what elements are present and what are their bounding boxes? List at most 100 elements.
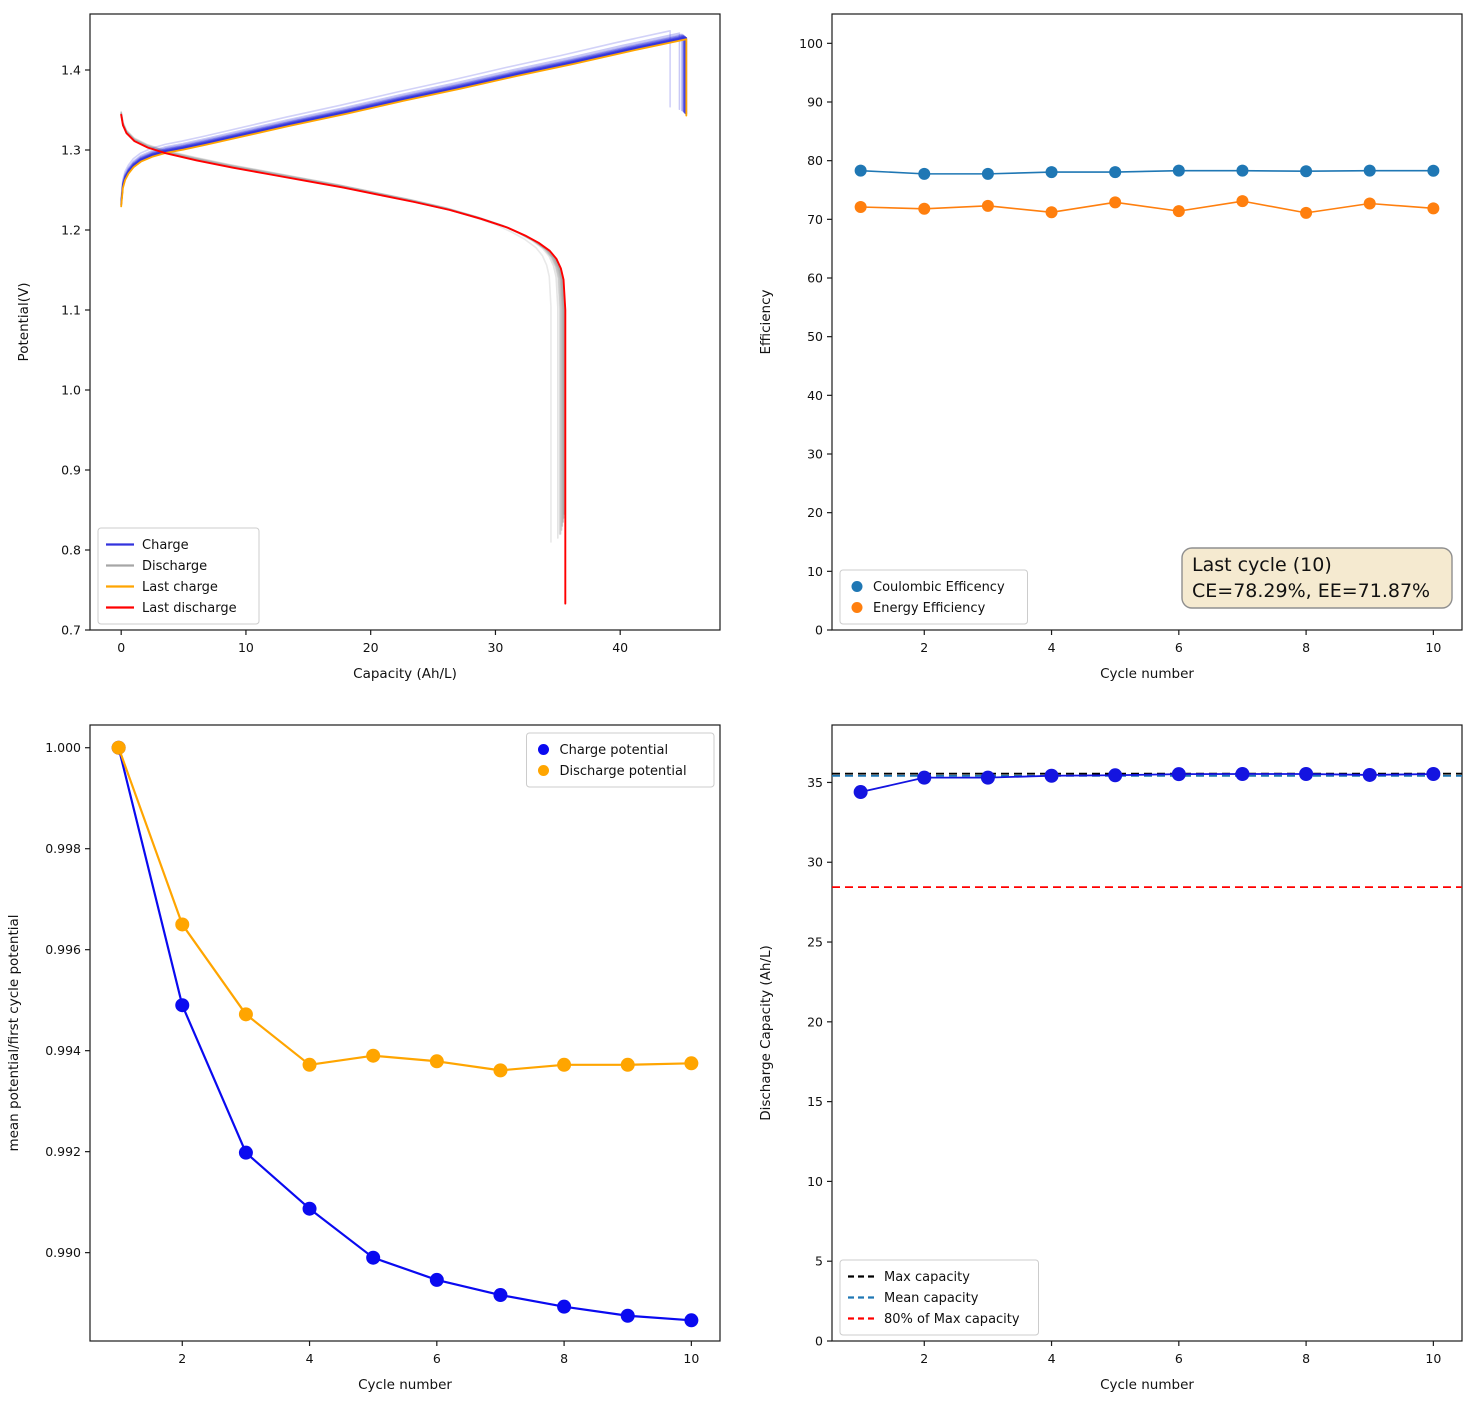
y-tick-label: 35 bbox=[807, 775, 823, 790]
x-tick-label: 6 bbox=[1175, 640, 1183, 655]
data-point bbox=[620, 1308, 635, 1323]
x-tick-label: 6 bbox=[1175, 1351, 1183, 1366]
y-tick-label: 30 bbox=[807, 855, 823, 870]
x-tick-label: 4 bbox=[1048, 1351, 1056, 1366]
data-point bbox=[1108, 768, 1123, 783]
y-tick-label: 40 bbox=[807, 388, 823, 403]
y-tick-label: 0 bbox=[815, 623, 823, 638]
y-tick-label: 1.3 bbox=[61, 143, 81, 158]
data-point bbox=[1300, 206, 1313, 219]
y-tick-label: 30 bbox=[807, 447, 823, 462]
y-axis-ticks: 0 10 20 30 40 50 60 70 80 90 100 bbox=[799, 36, 832, 638]
data-point bbox=[175, 998, 190, 1013]
y-tick-label: 0.990 bbox=[45, 1245, 81, 1260]
last-discharge-line bbox=[120, 113, 567, 605]
data-point bbox=[1426, 766, 1441, 781]
chart-discharge-capacity: 2 4 6 8 10 0 5 10 15 20 25 30 35 Cycle number Discharg… bbox=[758, 724, 1463, 1393]
series-line bbox=[117, 746, 693, 1322]
data-point bbox=[175, 917, 190, 932]
x-tick-label: 10 bbox=[683, 1351, 699, 1366]
annotation-box bbox=[1181, 547, 1453, 609]
data-point bbox=[1045, 166, 1058, 179]
discharge-cycle-line bbox=[120, 113, 565, 519]
discharge-cycle-line bbox=[120, 110, 552, 543]
series-markers bbox=[853, 766, 1441, 800]
annotation-text-line: Last cycle (10) bbox=[1192, 554, 1332, 576]
data-point bbox=[366, 1250, 381, 1265]
y-axis-ticks: 0 5 10 15 20 25 30 35 bbox=[807, 775, 832, 1349]
x-tick-label: 10 bbox=[238, 640, 254, 655]
data-point bbox=[1236, 195, 1249, 208]
y-tick-label: 5 bbox=[815, 1254, 823, 1269]
discharge-cycle-line bbox=[120, 113, 565, 515]
x-tick-label: 8 bbox=[1302, 640, 1310, 655]
y-axis-label: Potential(V) bbox=[16, 283, 32, 362]
series-line bbox=[117, 746, 693, 1072]
legend-marker-swatch bbox=[538, 765, 549, 776]
y-tick-label: 0.998 bbox=[45, 841, 81, 856]
x-tick-label: 20 bbox=[363, 640, 379, 655]
y-tick-label: 0 bbox=[815, 1334, 823, 1349]
y-tick-label: 1.2 bbox=[61, 223, 81, 238]
legend-label: Last charge bbox=[142, 580, 218, 595]
series-markers bbox=[111, 740, 699, 1078]
data-point bbox=[1171, 767, 1186, 782]
y-tick-label: 80 bbox=[807, 153, 823, 168]
charge-cycle-line bbox=[120, 35, 685, 204]
y-axis-label: Efficiency bbox=[758, 289, 774, 354]
x-tick-label: 40 bbox=[612, 640, 628, 655]
plot-efficiency-vs-cycle: 2 4 6 8 10 0 10 20 30 40 50 60 70 80 90 100 Cycle number… bbox=[742, 0, 1484, 711]
axes-frame bbox=[831, 724, 1463, 1342]
x-tick-label: 10 bbox=[1425, 640, 1441, 655]
data-point bbox=[684, 1056, 699, 1071]
data-point bbox=[1236, 164, 1249, 177]
charge-cycle-line bbox=[120, 36, 686, 205]
charge-cycle-line bbox=[120, 29, 671, 199]
y-tick-label: 10 bbox=[807, 1174, 823, 1189]
data-point bbox=[1044, 768, 1059, 783]
data-point bbox=[980, 770, 995, 785]
data-point bbox=[1362, 767, 1377, 782]
data-point bbox=[918, 202, 931, 215]
x-tick-label: 2 bbox=[920, 640, 928, 655]
data-point bbox=[302, 1201, 317, 1216]
discharge-cycle-line bbox=[120, 112, 563, 531]
data-point bbox=[366, 1048, 381, 1063]
legend-box bbox=[839, 1259, 1039, 1336]
last-cycle-annotation: Last cycle (10) CE=78.29%, EE=71.87% bbox=[1181, 547, 1453, 609]
data-point bbox=[1427, 164, 1440, 177]
axes-frame bbox=[89, 724, 721, 1342]
data-point bbox=[918, 167, 931, 180]
legend-marker-swatch bbox=[851, 602, 863, 613]
legend-label: 80% of Max capacity bbox=[884, 1312, 1020, 1327]
y-tick-label: 90 bbox=[807, 95, 823, 110]
legend-marker-swatch bbox=[538, 744, 549, 755]
y-tick-label: 15 bbox=[807, 1094, 823, 1109]
data-point bbox=[302, 1057, 317, 1072]
legend-box bbox=[839, 569, 1028, 625]
last-charge-line bbox=[120, 38, 688, 208]
legend-label: Charge potential bbox=[560, 743, 669, 758]
x-tick-label: 4 bbox=[306, 1351, 314, 1366]
data-point bbox=[1299, 766, 1314, 781]
series-markers bbox=[854, 195, 1440, 219]
legend-marker-swatch bbox=[851, 581, 863, 592]
series-markers bbox=[111, 740, 699, 1328]
axes-frame bbox=[89, 13, 721, 631]
x-axis-label: Cycle number bbox=[358, 1377, 452, 1393]
data-point bbox=[1172, 205, 1185, 218]
charge-cycle-line bbox=[120, 34, 685, 204]
data-point bbox=[981, 199, 994, 212]
y-tick-label: 20 bbox=[807, 1014, 823, 1029]
legend-label: Max capacity bbox=[884, 1270, 970, 1285]
data-point bbox=[853, 785, 868, 800]
legend-box bbox=[97, 527, 260, 625]
plot-mean-potential-ratio: 2 4 6 8 10 0.990 0.992 0.994 0.996 0.998 1.000 Cycl… bbox=[0, 711, 742, 1422]
data-point bbox=[917, 770, 932, 785]
data-point bbox=[981, 167, 994, 180]
x-tick-label: 4 bbox=[1048, 640, 1056, 655]
legend-label: Coulombic Efficency bbox=[873, 580, 1005, 595]
axes-frame bbox=[831, 13, 1463, 631]
y-tick-label: 0.994 bbox=[45, 1043, 81, 1058]
